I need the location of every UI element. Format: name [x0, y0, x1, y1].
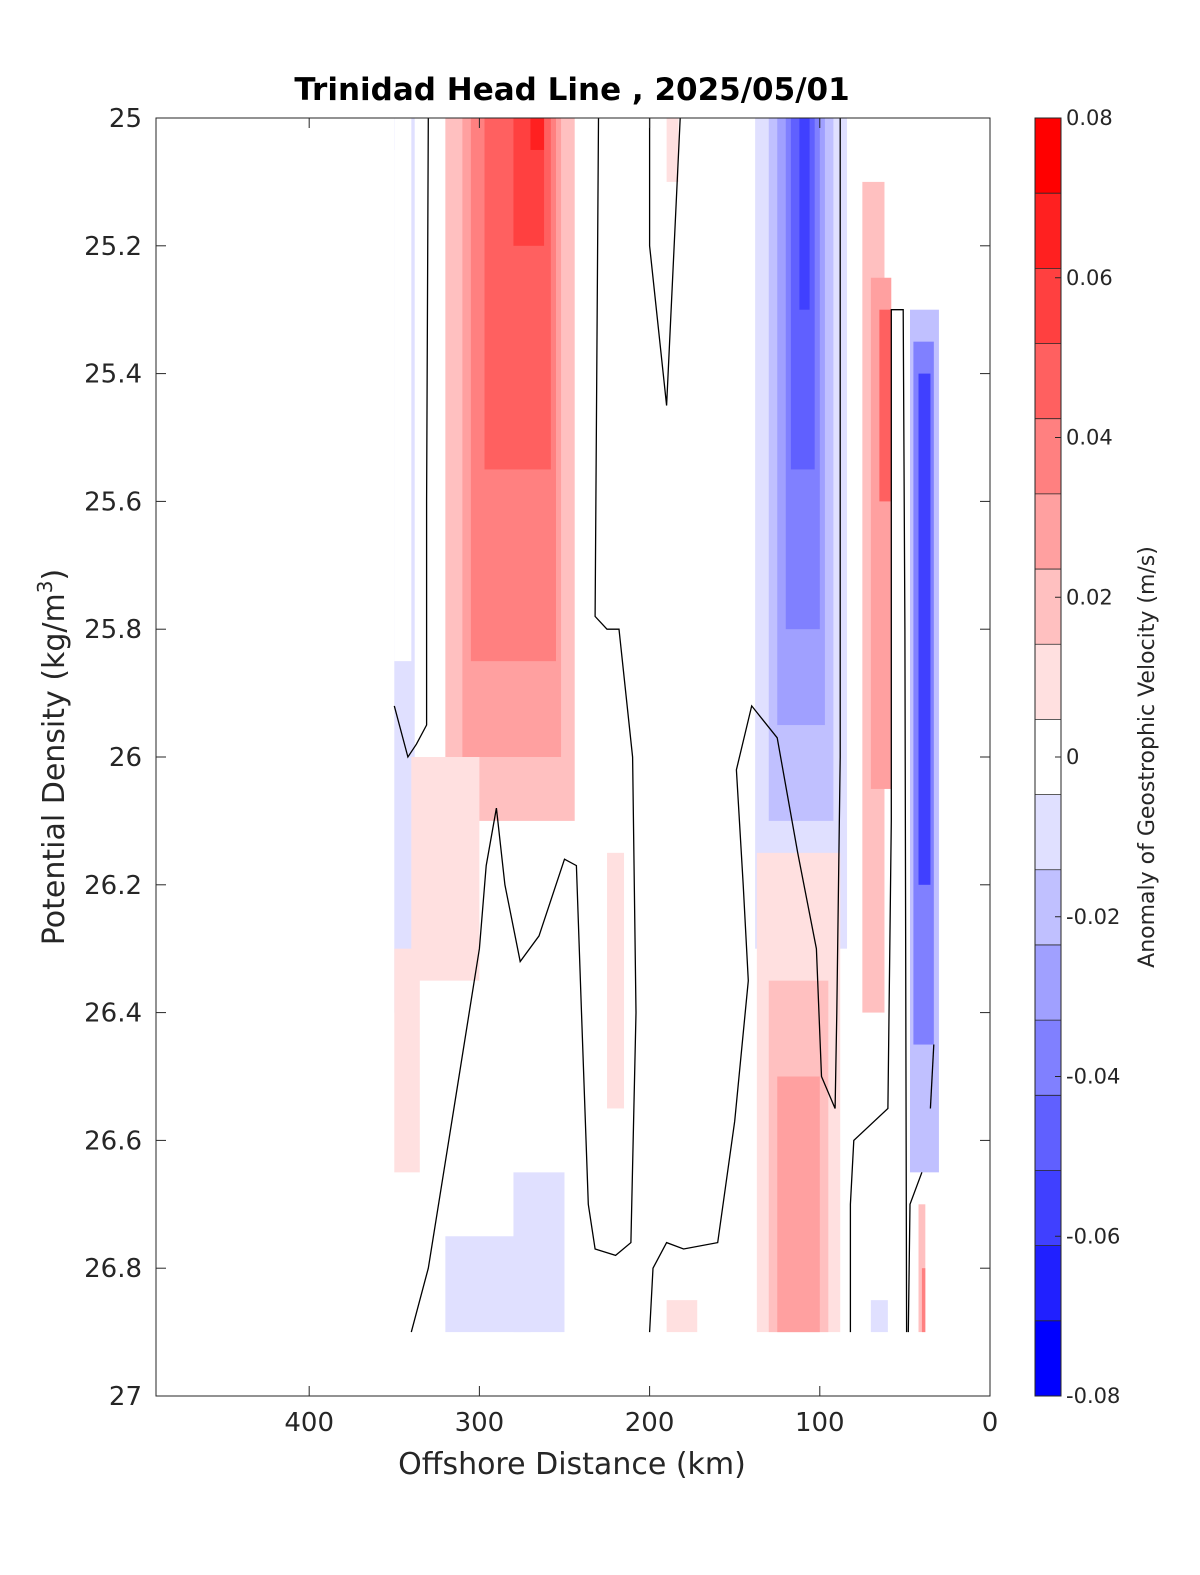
colorbar-segment [1035, 869, 1061, 946]
x-tick-label: 300 [455, 1408, 505, 1438]
colorbar-segment [1035, 644, 1061, 720]
contour-band-33 [777, 1076, 820, 1333]
contour-band-35 [870, 1300, 888, 1333]
colorbar-segment [1035, 118, 1061, 194]
x-tick-label: 400 [284, 1408, 334, 1438]
zero-contour-line-2 [648, 118, 841, 1333]
contour-band-2 [394, 118, 412, 662]
contour-band-8 [530, 118, 545, 150]
colorbar-segment [1035, 1095, 1061, 1171]
y-tick-label: 26.2 [84, 871, 142, 901]
contour-band-37 [921, 1268, 926, 1333]
chart-title: Trinidad Head Line , 2025/05/01 [294, 72, 849, 108]
colorbar-segment [1035, 343, 1061, 420]
y-tick-label: 25 [109, 104, 142, 134]
colorbar-tick-label: -0.02 [1066, 905, 1120, 929]
contour-band-20 [879, 309, 892, 502]
contour-band-10 [666, 118, 679, 182]
colorbar-tick-label: 0.06 [1066, 266, 1113, 290]
colorbar-segment [1035, 1020, 1061, 1096]
x-tick-label: 0 [982, 1408, 999, 1438]
x-axis-label: Offshore Distance (km) [398, 1447, 746, 1482]
colorbar-label: Anomaly of Geostrophic Velocity (m/s) [1135, 546, 1160, 968]
y-tick-label: 27 [109, 1382, 142, 1412]
zero-contour-line-0 [393, 118, 429, 759]
zero-contour-line-4 [907, 1172, 923, 1333]
colorbar-tick-label: -0.08 [1066, 1384, 1120, 1408]
colorbar-segment [1035, 944, 1061, 1021]
colorbar-tick-label: 0.08 [1066, 106, 1113, 130]
y-axis-label-close: ) [37, 569, 72, 581]
y-axis-label: Potential Density (kg/m3) [33, 569, 72, 945]
colorbar-tick-label: 0 [1066, 745, 1079, 769]
y-tick-label: 26.8 [84, 1254, 142, 1284]
y-tick-label: 25.6 [84, 487, 142, 517]
y-axis-label-main: Potential Density (kg/m [37, 593, 72, 945]
zero-contour-line-1 [410, 118, 637, 1333]
colorbar-segment [1035, 418, 1061, 495]
x-tick-label: 100 [795, 1408, 845, 1438]
y-tick-label: 26.6 [84, 1126, 142, 1156]
colorbar-segment [1035, 794, 1061, 871]
contour-band-17 [799, 118, 810, 310]
colorbar-tick-label: -0.04 [1066, 1065, 1120, 1089]
colorbar-segment [1035, 1245, 1061, 1322]
zero-contour-line-3 [849, 309, 908, 1333]
y-axis-label-sup: 3 [33, 580, 57, 593]
colorbar: 0.08 0.06 0.04 0.02 0 -0.02 -0.04 -0.06 -0.08 [1034, 106, 1120, 1408]
contour-band-25 [411, 757, 480, 981]
y-tick-label: 26.4 [84, 999, 142, 1029]
y-tick-label: 26 [109, 743, 142, 773]
colorbar-segment [1035, 193, 1061, 269]
colorbar-segment [1035, 569, 1061, 645]
y-tick-label: 25.8 [84, 615, 142, 645]
zero-contour-line-5 [929, 1044, 935, 1109]
colorbar-tick-label: 0.04 [1066, 426, 1113, 450]
y-tick-label: 25.2 [84, 232, 142, 262]
colorbar-segment [1035, 1170, 1061, 1247]
zero-contour-line-6 [648, 118, 681, 406]
contour-band-23 [918, 373, 931, 885]
contour-band-26 [607, 852, 625, 1109]
x-tick-label: 200 [625, 1408, 675, 1438]
colorbar-segment [1035, 493, 1061, 570]
contour-band-24 [394, 948, 420, 1173]
contour-band-29 [513, 1172, 565, 1333]
colorbar-segment [1035, 1320, 1061, 1397]
colorbar-tick-label: -0.06 [1066, 1224, 1120, 1248]
contour-band-9 [612, 118, 643, 502]
y-tick-label: 25.4 [84, 360, 142, 390]
contour-band-30 [666, 1300, 698, 1333]
colorbar-segment [1035, 268, 1061, 345]
contour-band-36 [918, 1204, 926, 1333]
contour-band-11 [717, 533, 744, 1141]
colorbar-tick-label: 0.02 [1066, 585, 1113, 609]
